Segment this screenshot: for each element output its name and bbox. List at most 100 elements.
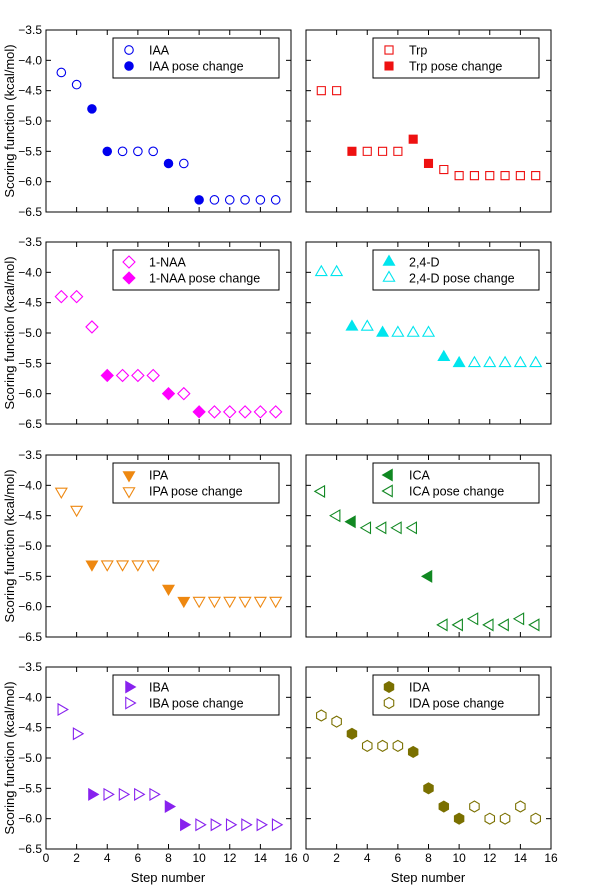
data-point: [117, 146, 128, 157]
series: [345, 319, 466, 368]
series: [57, 702, 284, 832]
data-point: [346, 727, 358, 740]
legend: IPA IPA pose change: [112, 462, 280, 504]
x-tick-label: 0: [303, 851, 310, 865]
x-tick-label: 12: [483, 851, 497, 865]
data-point: [393, 146, 403, 156]
legend-box: [112, 462, 280, 504]
y-tick-label: −6.0: [18, 812, 42, 826]
legend-box: [372, 674, 540, 716]
y-tick-label: −5.5: [18, 569, 42, 583]
data-point: [408, 134, 418, 144]
data-point: [361, 739, 373, 752]
legend-marker: [381, 484, 393, 498]
data-point: [224, 195, 235, 205]
data-point: [118, 787, 131, 801]
data-point: [377, 146, 388, 156]
data-point: [88, 787, 100, 801]
data-point: [332, 86, 342, 96]
data-point: [513, 355, 527, 368]
y-tick-label: −6.5: [18, 842, 42, 856]
y-tick-label: −5.5: [18, 781, 42, 795]
data-point: [530, 812, 541, 825]
data-point: [453, 812, 465, 825]
data-point: [134, 787, 146, 801]
data-point: [115, 560, 130, 572]
data-point: [316, 86, 326, 96]
series: [54, 289, 283, 419]
data-point: [345, 319, 359, 331]
data-point: [54, 289, 69, 304]
data-point: [57, 702, 69, 717]
y-tick-label: −5.0: [18, 539, 42, 553]
legend-marker: [124, 61, 134, 71]
series: [316, 86, 541, 181]
data-point: [515, 800, 526, 813]
data-point: [241, 818, 253, 832]
data-point: [421, 325, 436, 337]
data-point: [268, 405, 283, 419]
data-point: [85, 560, 99, 572]
data-point: [148, 146, 159, 157]
x-tick-label: 10: [192, 851, 206, 865]
data-point: [392, 739, 404, 752]
data-point: [436, 618, 448, 632]
y-tick-label: −4.0: [18, 265, 42, 279]
legend-marker: [124, 45, 134, 55]
data-point: [87, 104, 97, 114]
data-point: [360, 319, 374, 331]
data-point: [209, 195, 220, 205]
data-point: [133, 146, 143, 157]
data-point: [437, 349, 451, 362]
series: [346, 727, 465, 825]
data-point: [161, 386, 176, 401]
x-tick-label: 12: [223, 851, 237, 865]
y-tick-label: −6.5: [18, 417, 42, 431]
y-tick-label: −3.5: [18, 448, 42, 462]
data-point: [451, 618, 463, 632]
chart-panel-4: 2,4-D 2,4-D pose change: [305, 241, 552, 425]
data-point: [271, 818, 284, 832]
data-point: [131, 560, 145, 572]
data-point: [146, 368, 160, 383]
y-tick-label: −6.5: [18, 630, 42, 644]
data-point: [376, 325, 390, 337]
data-point: [225, 818, 238, 832]
y-tick-label: −4.0: [18, 478, 42, 492]
y-tick-label: −5.5: [18, 144, 42, 158]
legend-label: IPA pose change: [149, 485, 243, 499]
y-tick-label: −4.5: [18, 84, 42, 98]
data-point: [313, 484, 326, 498]
series: [316, 709, 541, 825]
legend-label: ICA pose change: [409, 485, 504, 499]
x-axis-label-left: Step number: [131, 870, 206, 885]
y-axis-label: Scoring function (kcal/mol): [2, 44, 17, 197]
data-point: [499, 812, 511, 825]
data-point: [466, 612, 479, 626]
data-point: [359, 521, 372, 535]
data-point: [223, 596, 237, 609]
data-point: [256, 818, 268, 832]
legend: ICA ICA pose change: [372, 462, 540, 504]
x-tick-label: 2: [73, 851, 80, 865]
data-point: [515, 171, 525, 181]
x-tick-label: 14: [514, 851, 528, 865]
x-tick-label: 4: [364, 851, 371, 865]
y-tick-label: −4.0: [18, 53, 42, 67]
legend-marker: [382, 254, 396, 266]
data-point: [180, 818, 192, 832]
data-point: [192, 405, 206, 419]
data-point: [347, 146, 357, 156]
data-point: [498, 355, 512, 368]
legend-label: 1-NAA: [149, 256, 186, 270]
legend-box: [112, 249, 280, 291]
data-point: [483, 355, 497, 368]
legend: IDA IDA pose change: [372, 674, 540, 716]
data-point: [469, 171, 480, 181]
legend-label: IPA: [149, 469, 169, 483]
y-tick-label: −3.5: [18, 235, 42, 249]
x-tick-label: 16: [544, 851, 558, 865]
data-point: [194, 195, 204, 205]
